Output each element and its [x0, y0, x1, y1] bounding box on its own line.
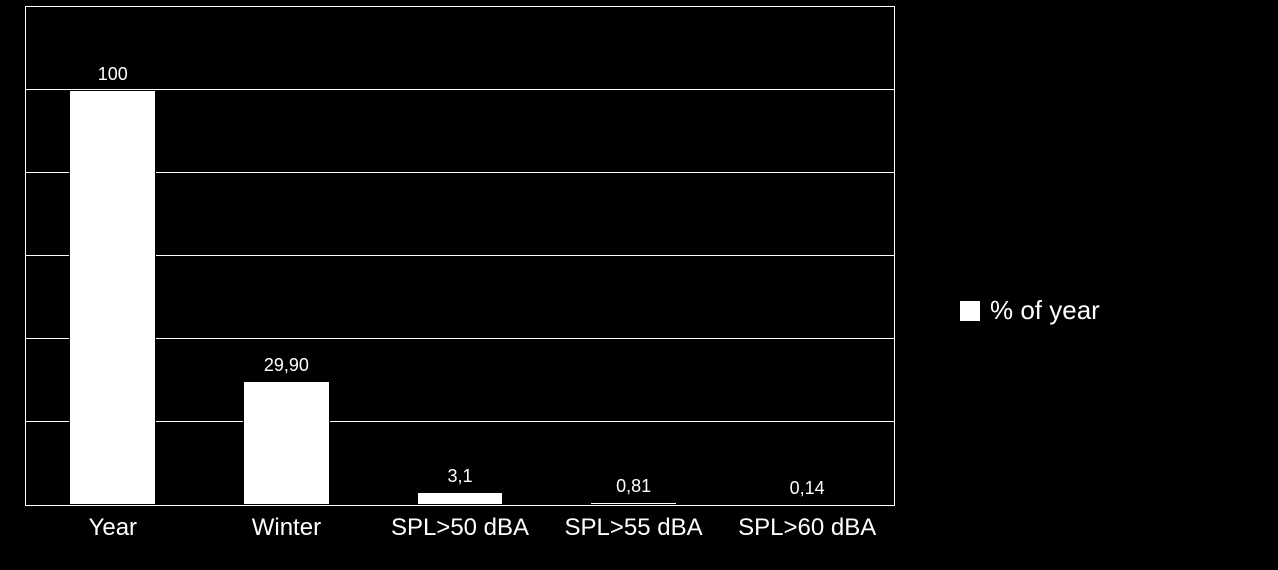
- gridline: [26, 338, 894, 339]
- gridline: [26, 89, 894, 90]
- x-axis-label: Winter: [196, 514, 376, 542]
- value-label: 100: [53, 64, 173, 85]
- bar: [243, 381, 330, 505]
- chart-container: YearWinterSPL>50 dBASPL>55 dBASPL>60 dBA…: [0, 0, 1278, 570]
- bar: [590, 502, 677, 505]
- bar: [69, 90, 156, 505]
- bar: [417, 492, 504, 505]
- legend-label: % of year: [990, 295, 1100, 326]
- gridline: [26, 172, 894, 173]
- bar: [764, 503, 851, 505]
- legend: % of year: [960, 295, 1100, 326]
- value-label: 29,90: [226, 355, 346, 376]
- x-axis-label: SPL>55 dBA: [544, 514, 724, 542]
- value-label: 0,81: [574, 476, 694, 497]
- x-axis-label: SPL>60 dBA: [717, 514, 897, 542]
- value-label: 3,1: [400, 466, 520, 487]
- legend-swatch: [960, 301, 980, 321]
- gridline: [26, 421, 894, 422]
- x-axis-label: SPL>50 dBA: [370, 514, 550, 542]
- value-label: 0,14: [747, 478, 867, 499]
- gridline: [26, 255, 894, 256]
- x-axis-label: Year: [23, 514, 203, 542]
